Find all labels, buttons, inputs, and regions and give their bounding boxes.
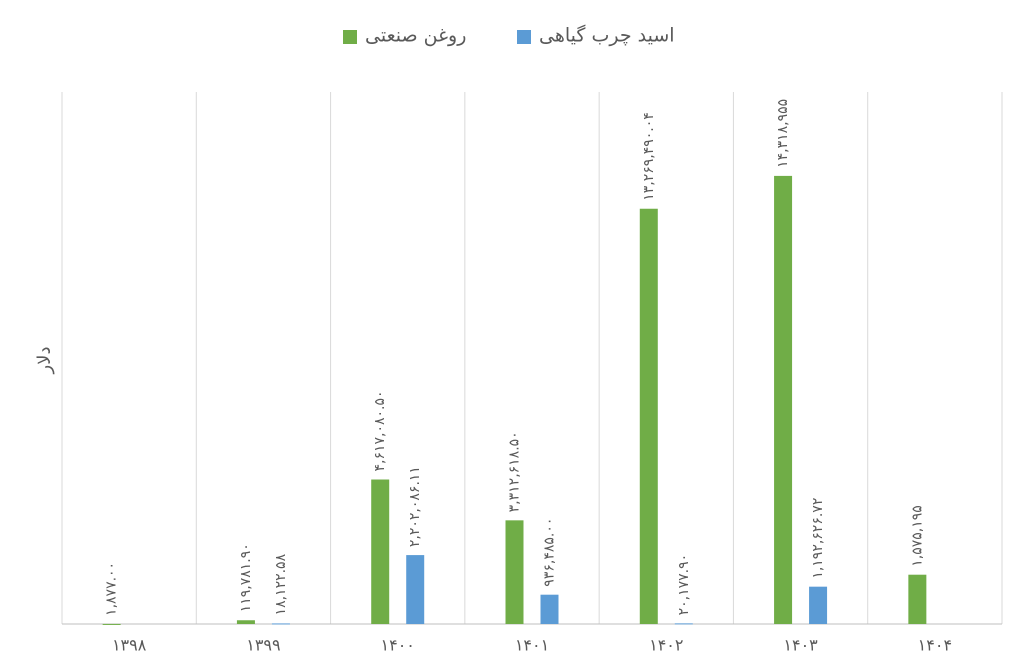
data-label: ۱۱۹,۷۸۱.۹۰ [238, 543, 254, 612]
bar [102, 623, 121, 625]
y-axis-label: دلار [34, 347, 55, 375]
data-label: ۲۰,۱۷۷.۹۰ [676, 554, 692, 616]
bar [774, 175, 793, 624]
bar [809, 586, 828, 624]
x-tick-label: ۱۴۰۱ [515, 636, 549, 655]
bar [236, 620, 255, 624]
data-label: ۱۸,۱۲۲.۵۸ [273, 553, 289, 615]
data-label: ۱,۵۷۵,۱۹۵ [909, 505, 925, 567]
bar [674, 623, 693, 625]
legend-label: روغن صنعتی [365, 25, 466, 47]
bar [505, 520, 524, 624]
bar [908, 574, 927, 624]
bar [639, 208, 658, 624]
x-tick-label: ۱۴۰۲ [649, 636, 683, 655]
bar [406, 555, 425, 624]
legend-swatch [343, 30, 357, 44]
data-label: ۱۳,۲۶۹,۴۹۰.۰۴ [641, 112, 657, 201]
data-label: ۱۴,۳۱۸,۹۵۵ [775, 99, 791, 168]
x-tick-label: ۱۳۹۹ [246, 636, 280, 655]
x-tick-label: ۱۴۰۴ [918, 636, 952, 655]
bar [271, 623, 290, 625]
data-label: ۱,۱۹۲,۶۲۶.۷۲ [810, 498, 826, 579]
x-tick-label: ۱۳۹۸ [112, 636, 147, 655]
legend-label: اسید چرب گیاهی [539, 24, 675, 47]
data-label: ۲,۲۰۲,۰۸۶.۱۱ [407, 466, 423, 547]
data-label: ۴,۶۱۷,۰۸۰.۵۰ [372, 390, 388, 471]
bar [540, 594, 559, 624]
data-label: ۱,۸۷۷.۰۰ [104, 562, 120, 616]
data-label: ۹۳۶,۴۸۵.۰۰ [542, 518, 558, 587]
legend-swatch [517, 30, 531, 44]
data-label: ۳,۳۱۲,۶۱۸.۵۰ [507, 431, 523, 512]
bar [371, 479, 390, 624]
x-tick-label: ۱۴۰۳ [783, 636, 818, 655]
x-tick-label: ۱۴۰۰ [381, 636, 415, 655]
